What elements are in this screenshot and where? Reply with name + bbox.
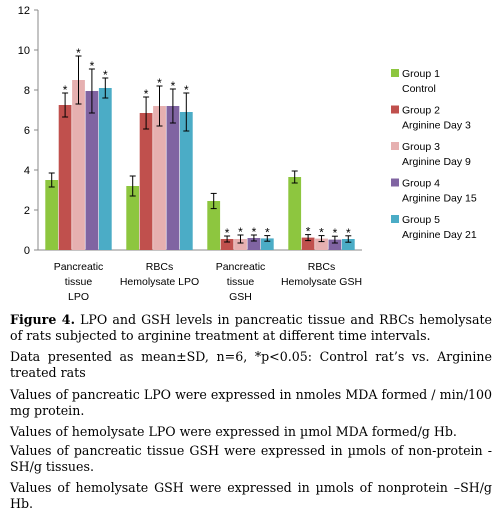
figure-caption-text: LPO and GSH levels in pancreatic tissue … [10,312,493,343]
caption-note-pancreatic-lpo: Values of pancreatic LPO were expressed … [10,387,492,418]
bar [247,238,261,250]
category-labels: Pancreatic tissue LPO RBCs Hemolysate LPO Pan… [54,261,362,303]
category-label: RBCs [146,261,173,273]
bar [315,238,328,250]
y-tick-label: 8 [24,85,30,97]
legend-label: Group 2 [402,105,440,117]
legend-label: Group 4 [402,178,440,190]
bar [301,237,315,250]
bar [179,112,193,250]
caption-note-hemolysate-lpo: Values of hemolysate LPO were expressed … [10,424,457,439]
caption-note-hemolysate-gsh: Values of hemolysate GSH were expressed … [10,480,492,511]
legend-swatch [391,142,399,150]
legend-label: Arginine Day 21 [402,229,477,241]
category-label: RBCs [308,261,335,273]
significance-marker: * [171,79,176,93]
y-tick-label: 6 [24,125,30,137]
bar [260,238,274,250]
bar [139,113,153,250]
caption-note-stats: Data presented as mean±SD, n=6, *p<0.05:… [10,349,492,380]
category-label: Hemolysate LPO [120,276,199,288]
bar [166,106,180,250]
legend-label: Group 3 [402,141,440,153]
chart-bars: * * * * * * * * * * * * * * * * [45,46,355,250]
category-label: tissue [227,276,255,288]
significance-marker: * [265,226,270,240]
bar [220,239,234,250]
y-tick-label: 12 [18,5,30,17]
legend-label: Control [402,83,436,95]
bar [45,180,59,250]
bar [72,80,85,250]
significance-marker: * [90,59,95,73]
significance-marker: * [144,87,149,101]
figure-caption: Figure 4. LPO and GSH levels in pancreat… [10,312,492,344]
significance-marker: * [333,226,338,240]
y-tick-label: 0 [24,245,30,257]
category-label: LPO [68,291,89,303]
bar [85,91,99,250]
bar [126,186,140,250]
significance-marker: * [63,83,68,97]
significance-marker: * [238,225,243,239]
caption-note-pancreatic-gsh: Values of pancreatic tissue GSH were exp… [10,443,492,474]
significance-marker: * [184,83,189,97]
y-tick-label: 4 [24,165,30,177]
category-label: Hemolysate GSH [281,276,362,288]
significance-marker: * [346,226,351,240]
y-tick-label: 2 [24,205,30,217]
legend-label: Group 5 [402,214,440,226]
bar [328,239,342,250]
legend-swatch [391,215,399,223]
significance-marker: * [306,225,311,239]
significance-marker: * [103,68,108,82]
category-label: Pancreatic [216,261,266,273]
bar [341,239,355,250]
chart-legend: Group 1 Control Group 2 Arginine Day 3 Group… [391,68,477,241]
bar [98,88,112,250]
y-tick-label: 10 [18,45,30,57]
significance-marker: * [252,225,257,239]
category-label: tissue [65,276,93,288]
bar [234,239,247,250]
bar [58,105,72,250]
category-label: GSH [229,291,252,303]
significance-marker: * [157,76,162,90]
legend-label: Group 1 [402,68,440,80]
significance-marker: * [225,226,230,240]
category-label: Pancreatic [54,261,104,273]
bar [207,201,221,250]
figure-label: Figure 4. [10,312,75,327]
legend-label: Arginine Day 15 [402,193,477,205]
legend-label: Arginine Day 3 [402,120,471,132]
legend-label: Arginine Day 9 [402,156,471,168]
legend-swatch [391,105,399,114]
legend-swatch [391,69,399,77]
bar-chart: 0 2 4 6 8 10 12 * * * * * * * * * * * * * * * * Pancreatic tis… [18,5,477,303]
significance-marker: * [76,46,81,60]
significance-marker: * [319,226,324,240]
bar [153,106,166,250]
legend-swatch [391,178,399,187]
bar [288,177,302,250]
